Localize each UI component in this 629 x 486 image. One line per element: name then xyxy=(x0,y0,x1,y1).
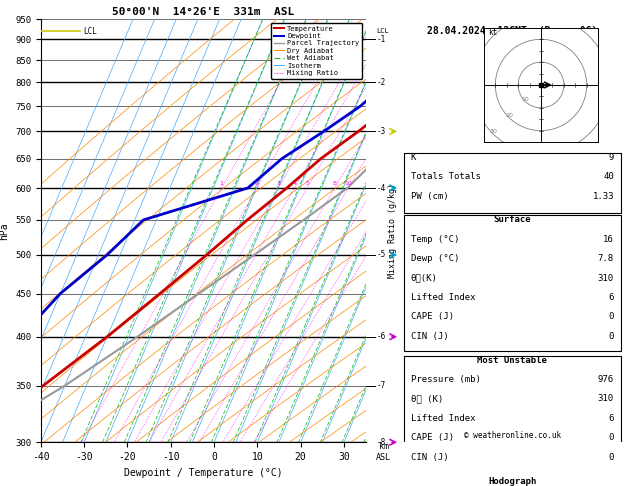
Text: 8: 8 xyxy=(333,181,337,186)
Title: 50°00'N  14°26'E  331m  ASL: 50°00'N 14°26'E 331m ASL xyxy=(112,7,294,17)
Text: © weatheronline.co.uk: © weatheronline.co.uk xyxy=(464,431,561,440)
Text: -6: -6 xyxy=(377,332,386,341)
Text: 40: 40 xyxy=(603,172,614,181)
Legend: Temperature, Dewpoint, Parcel Trajectory, Dry Adiabat, Wet Adiabat, Isotherm, Mi: Temperature, Dewpoint, Parcel Trajectory… xyxy=(271,23,362,79)
Text: 2: 2 xyxy=(255,181,259,186)
Text: Pressure (mb): Pressure (mb) xyxy=(411,375,481,384)
Text: CIN (J): CIN (J) xyxy=(411,453,448,462)
Text: 4: 4 xyxy=(292,181,296,186)
Text: 28.04.2024  12GMT  (Base: 06): 28.04.2024 12GMT (Base: 06) xyxy=(427,26,598,36)
Text: CIN (J): CIN (J) xyxy=(411,332,448,341)
Text: -7: -7 xyxy=(377,381,386,390)
Text: 0: 0 xyxy=(608,312,614,321)
FancyBboxPatch shape xyxy=(404,215,620,351)
Text: 10: 10 xyxy=(345,181,352,186)
Text: -1: -1 xyxy=(377,35,386,44)
Text: Lifted Index: Lifted Index xyxy=(411,414,476,423)
Text: Totals Totals: Totals Totals xyxy=(411,172,481,181)
Text: -2: -2 xyxy=(377,78,386,87)
Text: 310: 310 xyxy=(598,274,614,282)
FancyBboxPatch shape xyxy=(404,476,620,486)
Text: CAPE (J): CAPE (J) xyxy=(411,312,454,321)
Text: PW (cm): PW (cm) xyxy=(411,191,448,201)
Text: 1: 1 xyxy=(220,181,223,186)
Text: km
ASL: km ASL xyxy=(376,442,391,462)
Text: -8: -8 xyxy=(377,438,386,447)
Text: 6: 6 xyxy=(608,293,614,302)
Text: θᴄ(K): θᴄ(K) xyxy=(411,274,438,282)
Text: Dewp (°C): Dewp (°C) xyxy=(411,254,459,263)
Text: Most Unstable: Most Unstable xyxy=(477,356,547,364)
Text: CAPE (J): CAPE (J) xyxy=(411,434,454,442)
Y-axis label: hPa: hPa xyxy=(0,222,9,240)
Text: -3: -3 xyxy=(377,127,386,136)
Text: 976: 976 xyxy=(598,375,614,384)
Text: 0: 0 xyxy=(608,332,614,341)
Text: -4: -4 xyxy=(377,184,386,192)
Text: 7.8: 7.8 xyxy=(598,254,614,263)
Text: 6: 6 xyxy=(608,414,614,423)
Text: Surface: Surface xyxy=(494,215,531,224)
FancyBboxPatch shape xyxy=(404,356,620,472)
Text: LCL: LCL xyxy=(377,28,389,34)
Text: 1.33: 1.33 xyxy=(593,191,614,201)
Text: 3: 3 xyxy=(276,181,281,186)
Text: K: K xyxy=(411,153,416,162)
Text: Hodograph: Hodograph xyxy=(488,476,537,486)
Text: 16: 16 xyxy=(603,235,614,243)
Text: Temp (°C): Temp (°C) xyxy=(411,235,459,243)
Text: -5: -5 xyxy=(377,250,386,260)
Text: Mixing Ratio (g/kg): Mixing Ratio (g/kg) xyxy=(388,183,398,278)
Text: LCL: LCL xyxy=(83,27,97,35)
Text: θᴄ (K): θᴄ (K) xyxy=(411,395,443,403)
Text: 0: 0 xyxy=(608,434,614,442)
Text: 0: 0 xyxy=(608,453,614,462)
Text: 9: 9 xyxy=(608,153,614,162)
FancyBboxPatch shape xyxy=(404,153,620,213)
Text: Lifted Index: Lifted Index xyxy=(411,293,476,302)
X-axis label: Dewpoint / Temperature (°C): Dewpoint / Temperature (°C) xyxy=(124,468,282,478)
Text: 310: 310 xyxy=(598,395,614,403)
Text: 5: 5 xyxy=(305,181,309,186)
